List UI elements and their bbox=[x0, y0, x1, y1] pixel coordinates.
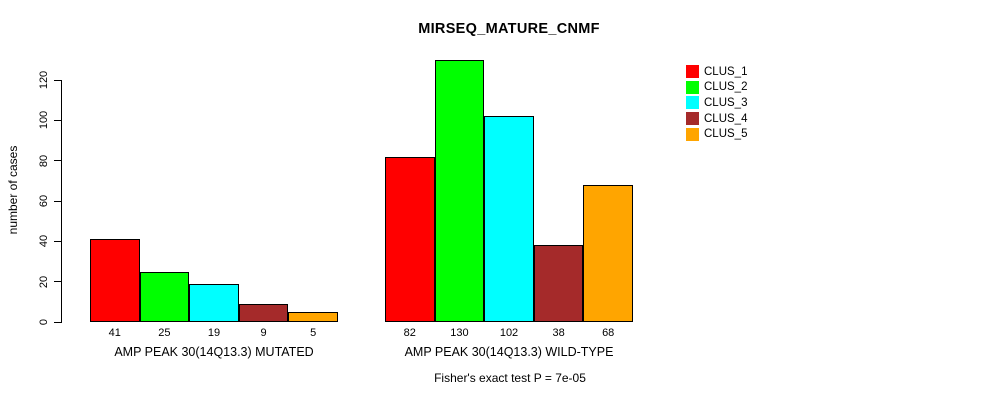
bar-value-label: 25 bbox=[158, 327, 171, 339]
bar-clus_3-group1 bbox=[189, 283, 239, 322]
y-tick-label: 20 bbox=[38, 275, 50, 288]
bar-clus_2-group1 bbox=[139, 271, 190, 322]
bar-clus_5-group2 bbox=[583, 184, 633, 322]
bar-value-label: 19 bbox=[207, 327, 221, 339]
legend-item: CLUS_2 bbox=[686, 80, 747, 96]
chart-title: MIRSEQ_MATURE_CNMF bbox=[418, 21, 600, 37]
y-tick-mark bbox=[54, 79, 61, 81]
legend-item: CLUS_5 bbox=[686, 126, 747, 142]
bar-value-label: 130 bbox=[450, 327, 469, 339]
legend-swatch bbox=[686, 112, 699, 126]
y-tick-mark bbox=[54, 281, 61, 283]
legend-swatch bbox=[686, 96, 699, 110]
legend-label: CLUS_5 bbox=[704, 128, 748, 141]
legend-label: CLUS_1 bbox=[704, 65, 748, 78]
y-axis-label: number of cases bbox=[6, 145, 20, 235]
legend-item: CLUS_1 bbox=[686, 64, 747, 80]
y-tick-label: 60 bbox=[38, 194, 50, 208]
legend-label: CLUS_4 bbox=[704, 112, 748, 125]
legend-label: CLUS_2 bbox=[704, 81, 748, 94]
bar-clus_5-group1 bbox=[288, 311, 338, 322]
y-tick-label: 120 bbox=[38, 70, 50, 90]
legend-item: CLUS_3 bbox=[686, 95, 747, 111]
y-tick-mark bbox=[54, 119, 61, 121]
legend-item: CLUS_4 bbox=[686, 111, 747, 127]
group-label: AMP PEAK 30(14Q13.3) WILD-TYPE bbox=[404, 345, 614, 359]
bar-value-label: 68 bbox=[602, 327, 615, 339]
y-tick-mark bbox=[54, 321, 61, 323]
fisher-test-annotation: Fisher's exact test P = 7e-05 bbox=[434, 371, 586, 385]
y-axis-line bbox=[61, 80, 62, 323]
bar-value-label: 9 bbox=[260, 327, 267, 339]
bar-value-label: 82 bbox=[403, 327, 416, 339]
legend-label: CLUS_3 bbox=[704, 96, 748, 109]
bar-clus_1-group2 bbox=[385, 156, 435, 322]
legend-swatch bbox=[686, 127, 699, 141]
bar-value-label: 41 bbox=[108, 327, 121, 339]
bar-clus_2-group2 bbox=[434, 59, 485, 322]
bar-value-label: 102 bbox=[499, 327, 519, 339]
bar-clus_1-group1 bbox=[90, 239, 140, 322]
y-tick-label: 100 bbox=[38, 111, 50, 130]
bar-clus_4-group1 bbox=[238, 303, 289, 322]
y-tick-label: 0 bbox=[38, 318, 50, 326]
y-tick-mark bbox=[54, 200, 61, 202]
legend-swatch bbox=[686, 80, 699, 94]
group-label: AMP PEAK 30(14Q13.3) MUTATED bbox=[114, 345, 314, 359]
legend: CLUS_1 CLUS_2 CLUS_3 CLUS_4 CLUS_5 bbox=[686, 64, 747, 142]
legend-swatch bbox=[686, 65, 699, 79]
bar-clus_4-group2 bbox=[533, 245, 584, 322]
bar-clus_3-group2 bbox=[484, 116, 534, 322]
bar-value-label: 5 bbox=[310, 327, 317, 339]
y-tick-label: 80 bbox=[38, 154, 50, 167]
y-tick-mark bbox=[54, 240, 61, 242]
y-tick-label: 40 bbox=[38, 235, 50, 248]
y-tick-mark bbox=[54, 160, 61, 162]
bar-value-label: 38 bbox=[552, 327, 565, 339]
